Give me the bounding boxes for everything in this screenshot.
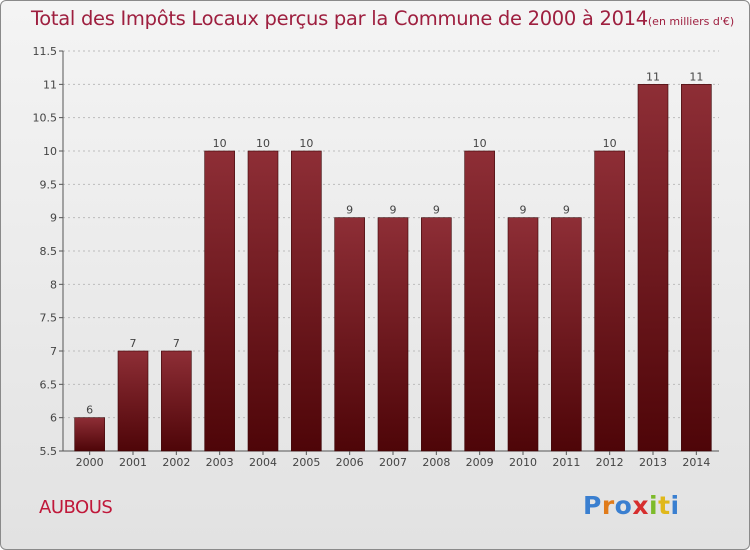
y-tick-label: 9.5 bbox=[40, 178, 58, 191]
data-label-2014: 11 bbox=[689, 70, 703, 83]
bar-2010 bbox=[507, 217, 539, 452]
bar-2007 bbox=[377, 217, 409, 452]
chart-title: Total des Impôts Locaux perçus par la Co… bbox=[31, 7, 735, 30]
x-tick-label: 2010 bbox=[509, 456, 537, 469]
x-tick-label: 2006 bbox=[336, 456, 364, 469]
bar-2006 bbox=[334, 217, 365, 452]
x-tick-label: 2000 bbox=[76, 456, 104, 469]
chart-subtitle: (en milliers d'€) bbox=[647, 15, 735, 28]
y-tick-label: 7 bbox=[50, 345, 57, 358]
data-label-2002: 7 bbox=[173, 337, 180, 350]
bar-2002 bbox=[161, 350, 192, 452]
data-label-2013: 11 bbox=[646, 70, 660, 83]
y-tick-label: 6.5 bbox=[40, 378, 58, 391]
x-tick-label: 2012 bbox=[596, 456, 624, 469]
data-label-2001: 7 bbox=[130, 337, 137, 350]
logo-letter: i bbox=[670, 491, 680, 520]
y-tick-label: 8 bbox=[50, 278, 57, 291]
bar-2012 bbox=[594, 150, 625, 452]
data-label-2007: 9 bbox=[390, 204, 397, 217]
bar-2000 bbox=[74, 417, 105, 452]
x-tick-label: 2001 bbox=[119, 456, 147, 469]
x-tick-label: 2007 bbox=[379, 456, 407, 469]
logo-letter: r bbox=[601, 491, 615, 520]
y-tick-label: 10.5 bbox=[33, 112, 58, 125]
bar-2014 bbox=[681, 84, 712, 452]
logo-letter: P bbox=[583, 491, 602, 520]
data-label-2003: 10 bbox=[213, 137, 227, 150]
data-label-2011: 9 bbox=[563, 204, 570, 217]
y-tick-label: 9 bbox=[50, 212, 57, 225]
x-tick-label: 2002 bbox=[162, 456, 190, 469]
logo-letter: t bbox=[658, 491, 671, 520]
bar-2001 bbox=[117, 350, 149, 452]
logo-letter: i bbox=[649, 491, 659, 520]
bar-2013 bbox=[637, 84, 669, 452]
x-tick-label: 2014 bbox=[682, 456, 710, 469]
data-label-2000: 6 bbox=[86, 404, 93, 417]
data-label-2010: 9 bbox=[520, 204, 527, 217]
bar-2009 bbox=[464, 150, 495, 452]
data-label-2012: 10 bbox=[603, 137, 617, 150]
y-tick-label: 11.5 bbox=[33, 45, 58, 58]
x-tick-label: 2003 bbox=[206, 456, 234, 469]
bar-2004 bbox=[247, 150, 279, 452]
logo-letter: x bbox=[632, 491, 649, 520]
x-tick-label: 2004 bbox=[249, 456, 277, 469]
y-tick-label: 6 bbox=[50, 412, 57, 425]
x-tick-label: 2008 bbox=[422, 456, 450, 469]
y-tick-label: 5.5 bbox=[40, 445, 58, 458]
data-label-2008: 9 bbox=[433, 204, 440, 217]
logo-letter: o bbox=[614, 491, 633, 520]
bar-2008 bbox=[421, 217, 452, 452]
y-tick-label: 11 bbox=[43, 78, 57, 91]
x-tick-label: 2005 bbox=[292, 456, 320, 469]
data-label-2006: 9 bbox=[346, 204, 353, 217]
y-tick-label: 7.5 bbox=[40, 312, 58, 325]
y-tick-label: 8.5 bbox=[40, 245, 58, 258]
x-tick-label: 2011 bbox=[552, 456, 580, 469]
bar-2005 bbox=[291, 150, 322, 452]
data-label-2004: 10 bbox=[256, 137, 270, 150]
proxiti-logo: Proxiti bbox=[583, 491, 680, 520]
bar-2011 bbox=[551, 217, 582, 452]
bar-2003 bbox=[204, 150, 235, 452]
data-label-2005: 10 bbox=[299, 137, 313, 150]
x-tick-label: 2009 bbox=[466, 456, 494, 469]
y-tick-label: 10 bbox=[43, 145, 57, 158]
commune-name: AUBOUS bbox=[39, 497, 113, 518]
data-label-2009: 10 bbox=[473, 137, 487, 150]
x-tick-label: 2013 bbox=[639, 456, 667, 469]
